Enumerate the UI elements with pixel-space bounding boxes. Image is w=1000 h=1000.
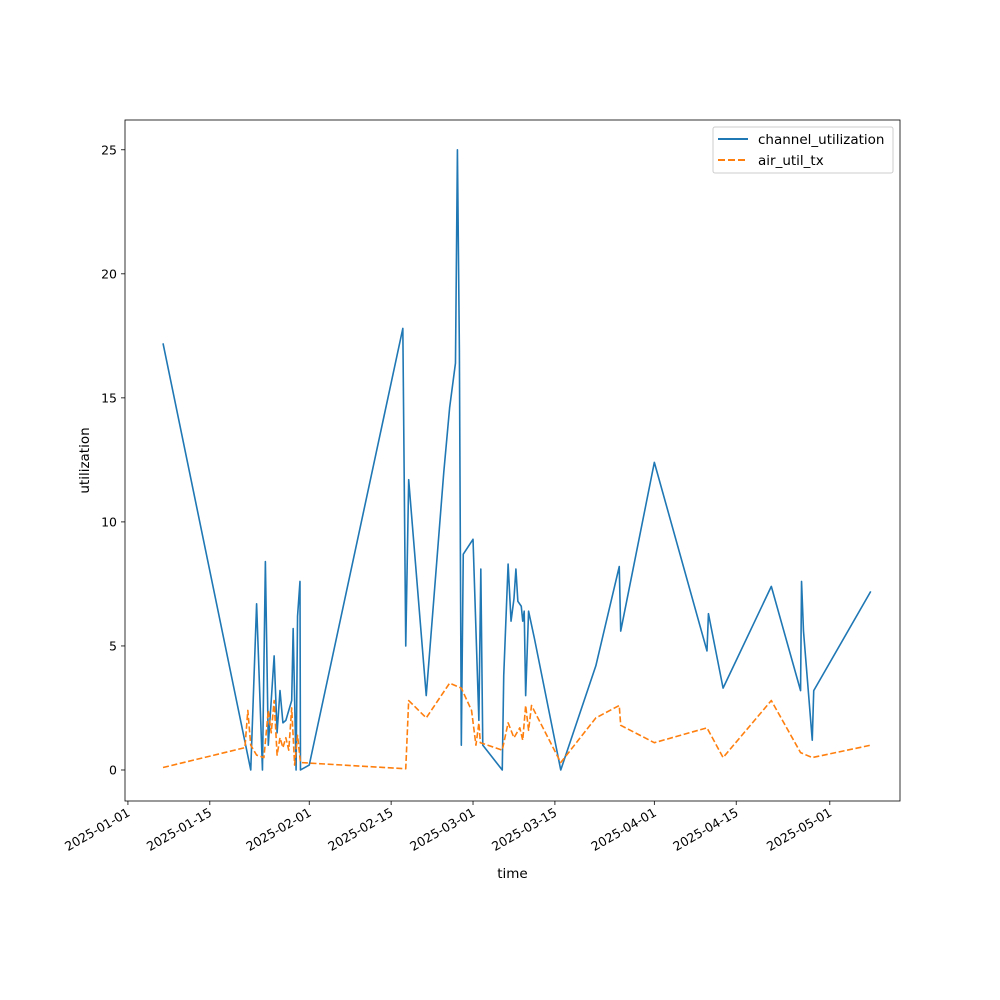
y-tick-label: 25 <box>101 142 117 157</box>
x-tick-label: 2025-02-01 <box>243 805 313 854</box>
plot-frame <box>124 119 901 802</box>
x-tick-label: 2025-01-15 <box>144 805 214 854</box>
plot-area <box>125 120 900 801</box>
y-tick-label: 0 <box>109 762 117 777</box>
x-tick-label: 2025-04-15 <box>670 805 740 854</box>
x-tick-label: 2025-05-01 <box>764 805 834 854</box>
legend-label-channel-utilization: channel_utilization <box>758 132 885 148</box>
y-tick-label: 5 <box>109 638 117 653</box>
legend-label-air-util-tx: air_util_tx <box>758 153 824 169</box>
series-layer <box>162 148 872 771</box>
series-line-air-util-tx <box>162 682 871 770</box>
legend: channel_utilization air_util_tx <box>712 126 894 174</box>
x-tick-label: 2025-04-01 <box>588 805 658 854</box>
y-tick-label: 15 <box>101 390 117 405</box>
y-axis-label: utilization <box>77 427 93 493</box>
x-axis-label: time <box>497 866 528 882</box>
x-tick-label: 2025-01-01 <box>62 805 132 854</box>
series-line-channel-utilization <box>162 148 872 771</box>
x-tick-label: 2025-03-15 <box>489 805 559 854</box>
legend-frame <box>712 126 894 174</box>
x-axis: 2025-01-01 2025-01-15 2025-02-01 2025-02-15… <box>62 801 834 854</box>
x-tick-label: 2025-03-01 <box>407 805 477 854</box>
y-axis: 0 5 10 15 20 25 <box>101 142 125 777</box>
y-tick-label: 10 <box>101 514 117 529</box>
x-tick-label: 2025-02-15 <box>325 805 395 854</box>
y-tick-label: 20 <box>101 266 117 281</box>
